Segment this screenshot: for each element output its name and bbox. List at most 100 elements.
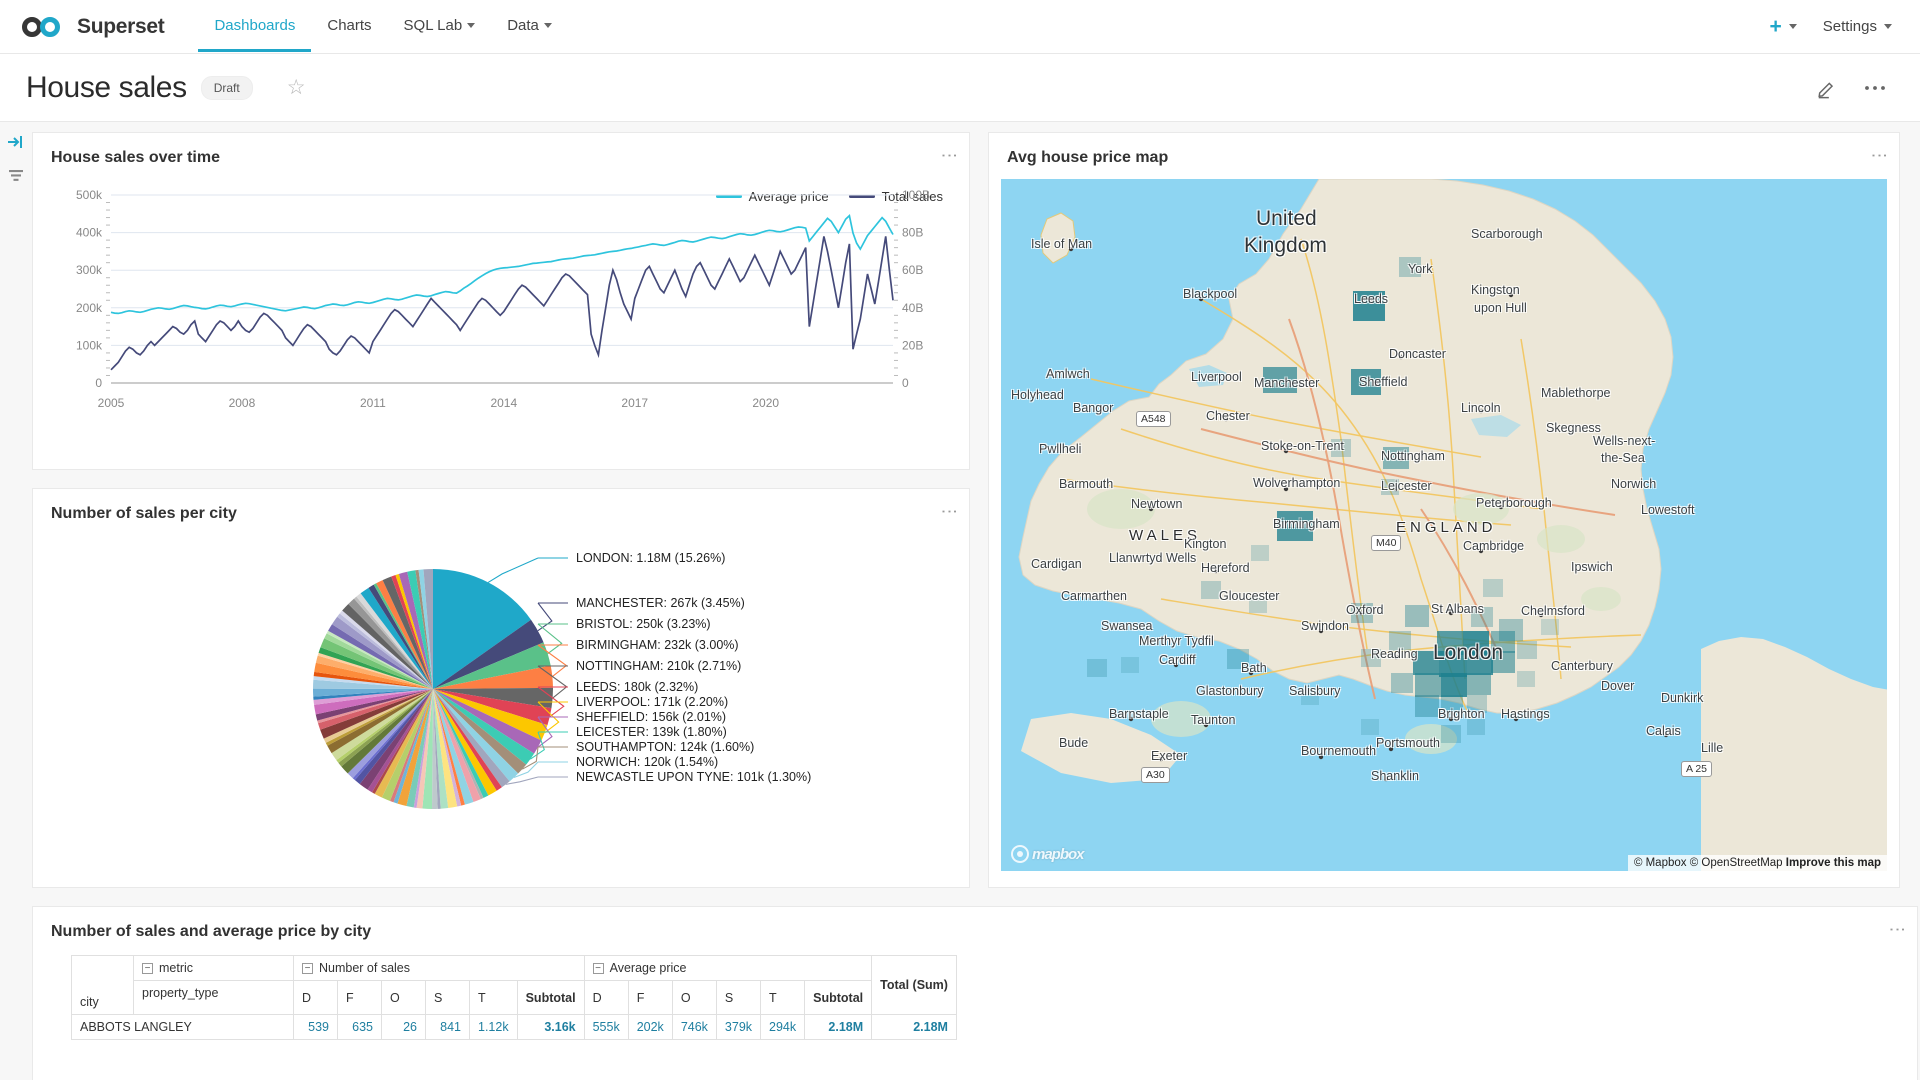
map-label: Glastonbury: [1196, 684, 1264, 698]
chart-card-sales-per-city: Number of sales per city ⋮ LONDON: 1.18M…: [32, 488, 970, 888]
map-label: Bude: [1059, 736, 1089, 750]
pivot-group-label: Average price: [609, 961, 687, 975]
map-label: Mablethorpe: [1541, 386, 1611, 400]
svg-text:NORWICH: 120k (1.54%): NORWICH: 120k (1.54%): [576, 755, 718, 769]
map-label: Reading: [1371, 647, 1418, 661]
nav-item-dashboards-label: Dashboards: [214, 17, 296, 34]
collapse-toggle-icon[interactable]: −: [142, 963, 153, 975]
improve-this-map-link[interactable]: Improve this map: [1785, 857, 1881, 869]
table-cell-value: 294k: [760, 1014, 806, 1040]
map-label: Manchester: [1254, 376, 1320, 390]
brand-name: Superset: [77, 14, 165, 38]
chart-title: Number of sales per city: [51, 505, 237, 522]
chart-title: Avg house price map: [1007, 149, 1169, 166]
settings-label: Settings: [1822, 18, 1877, 35]
map-label: Swindon: [1301, 619, 1349, 633]
table-cell-value: 555k: [583, 1014, 629, 1040]
pivot-col-header: F: [337, 980, 382, 1015]
pivot-metric-label: metric: [159, 961, 194, 975]
map-label: United: [1256, 207, 1317, 230]
expand-panel-icon[interactable]: [7, 134, 25, 153]
main-nav-links: Dashboards Charts SQL Lab Data: [198, 1, 567, 52]
map-label: upon Hull: [1474, 301, 1527, 315]
collapse-toggle-icon[interactable]: −: [302, 963, 313, 975]
mapbox-logo[interactable]: mapbox: [1011, 845, 1085, 863]
pivot-corner-cell: city: [71, 955, 134, 1015]
superset-logo-icon: [22, 15, 68, 39]
map-label: Blackpool: [1183, 287, 1238, 301]
svg-text:BIRMINGHAM: 232k (3.00%): BIRMINGHAM: 232k (3.00%): [576, 638, 739, 652]
svg-text:2020: 2020: [752, 396, 779, 410]
map-label: York: [1408, 262, 1433, 276]
nav-item-dashboards[interactable]: Dashboards: [198, 1, 312, 52]
nav-item-sql-lab[interactable]: SQL Lab: [388, 1, 492, 52]
pivot-col-header: Subtotal: [804, 980, 873, 1015]
legend-label: Total sales: [881, 189, 943, 204]
legend-swatch: [715, 195, 742, 198]
table-cell-value: 539: [293, 1014, 338, 1040]
map-label: Canterbury: [1551, 659, 1613, 673]
table-row[interactable]: ABBOTS LANGLEY 539 635 26 841 1.12k 3.16k 555k 2…: [71, 1014, 957, 1040]
edit-dashboard-icon[interactable]: [1816, 77, 1838, 99]
favorite-star-icon[interactable]: ☆: [286, 76, 306, 99]
svg-text:2014: 2014: [490, 396, 517, 410]
superset-brand[interactable]: Superset: [22, 14, 165, 39]
chart-menu-icon[interactable]: ⋮: [1870, 147, 1889, 165]
chart-menu-icon[interactable]: ⋮: [1888, 921, 1907, 939]
nav-item-sql-lab-label: SQL Lab: [403, 17, 463, 34]
pivot-total-header: Total (Sum): [871, 955, 957, 1015]
page-title[interactable]: House sales: [26, 70, 187, 104]
legend-swatch: [848, 195, 875, 198]
chart-menu-icon[interactable]: ⋮: [940, 147, 959, 165]
svg-text:LONDON: 1.18M (15.26%): LONDON: 1.18M (15.26%): [576, 551, 725, 565]
map-attribution: © Mapbox © OpenStreetMap Improve this ma…: [1627, 855, 1887, 871]
map-label: Ipswich: [1571, 560, 1613, 574]
table-cell-value: 635: [337, 1014, 382, 1040]
filter-funnel-icon[interactable]: [8, 169, 24, 187]
svg-text:LIVERPOOL: 171k (2.20%): LIVERPOOL: 171k (2.20%): [576, 695, 728, 709]
map-label: St Albans: [1431, 602, 1484, 616]
mapbox-mark-icon: [1011, 845, 1029, 863]
svg-text:NEWCASTLE UPON TYNE: 101k (1.3: NEWCASTLE UPON TYNE: 101k (1.30%): [576, 770, 811, 784]
map-label: Kingdom: [1244, 234, 1327, 257]
map-label: Stoke-on-Trent: [1261, 439, 1344, 453]
mapbox-logo-text: mapbox: [1032, 845, 1085, 863]
svg-text:100k: 100k: [76, 338, 103, 352]
pivot-column-dimension-label: property_type: [133, 980, 294, 1015]
svg-text:2011: 2011: [360, 396, 386, 410]
road-shield-label: A548: [1136, 411, 1171, 427]
legend-item-total-sales[interactable]: Total sales: [848, 189, 943, 204]
map-label: Portsmouth: [1376, 736, 1440, 750]
map-label: Peterborough: [1476, 496, 1552, 510]
road-shield-label: A30: [1141, 767, 1170, 783]
map-label: Merthyr Tydfil: [1139, 634, 1214, 648]
map-canvas[interactable]: Isle of Man United Kingdom Scarborough York B…: [1001, 179, 1887, 871]
map-label: Oxford: [1346, 603, 1384, 617]
pivot-col-header: F: [627, 980, 673, 1015]
settings-dropdown[interactable]: Settings: [1823, 18, 1892, 35]
legend-item-average-price[interactable]: Average price: [715, 189, 829, 204]
chart-card-house-sales-over-time: House sales over time ⋮ Average price To…: [32, 132, 970, 470]
map-label: Birmingham: [1273, 517, 1340, 531]
nav-item-charts-label: Charts: [327, 17, 372, 34]
nav-item-charts[interactable]: Charts: [311, 1, 387, 52]
svg-text:0: 0: [902, 376, 909, 390]
nav-item-data[interactable]: Data: [491, 1, 568, 52]
map-label: Cardigan: [1031, 557, 1082, 571]
svg-text:2017: 2017: [621, 396, 648, 410]
collapse-toggle-icon[interactable]: −: [592, 963, 604, 975]
chart-menu-icon[interactable]: ⋮: [940, 503, 959, 521]
chart-title: House sales over time: [51, 149, 220, 166]
map-label: Lincoln: [1461, 401, 1501, 415]
map-label: Chelmsford: [1521, 604, 1585, 618]
svg-text:SHEFFIELD: 156k (2.01%): SHEFFIELD: 156k (2.01%): [576, 710, 726, 724]
map-label: Bournemouth: [1301, 744, 1377, 758]
map-label: Llanwrtyd Wells: [1109, 551, 1197, 565]
new-item-dropdown[interactable]: +: [1770, 16, 1797, 37]
map-label: Carmarthen: [1061, 589, 1127, 603]
svg-text:LEEDS: 180k (2.32%): LEEDS: 180k (2.32%): [576, 680, 698, 694]
map-label: Norwich: [1611, 477, 1657, 491]
dashboard-more-options-icon[interactable]: [1864, 84, 1886, 92]
pivot-metric-header: − metric: [133, 955, 294, 981]
map-label: Cardiff: [1159, 653, 1196, 667]
